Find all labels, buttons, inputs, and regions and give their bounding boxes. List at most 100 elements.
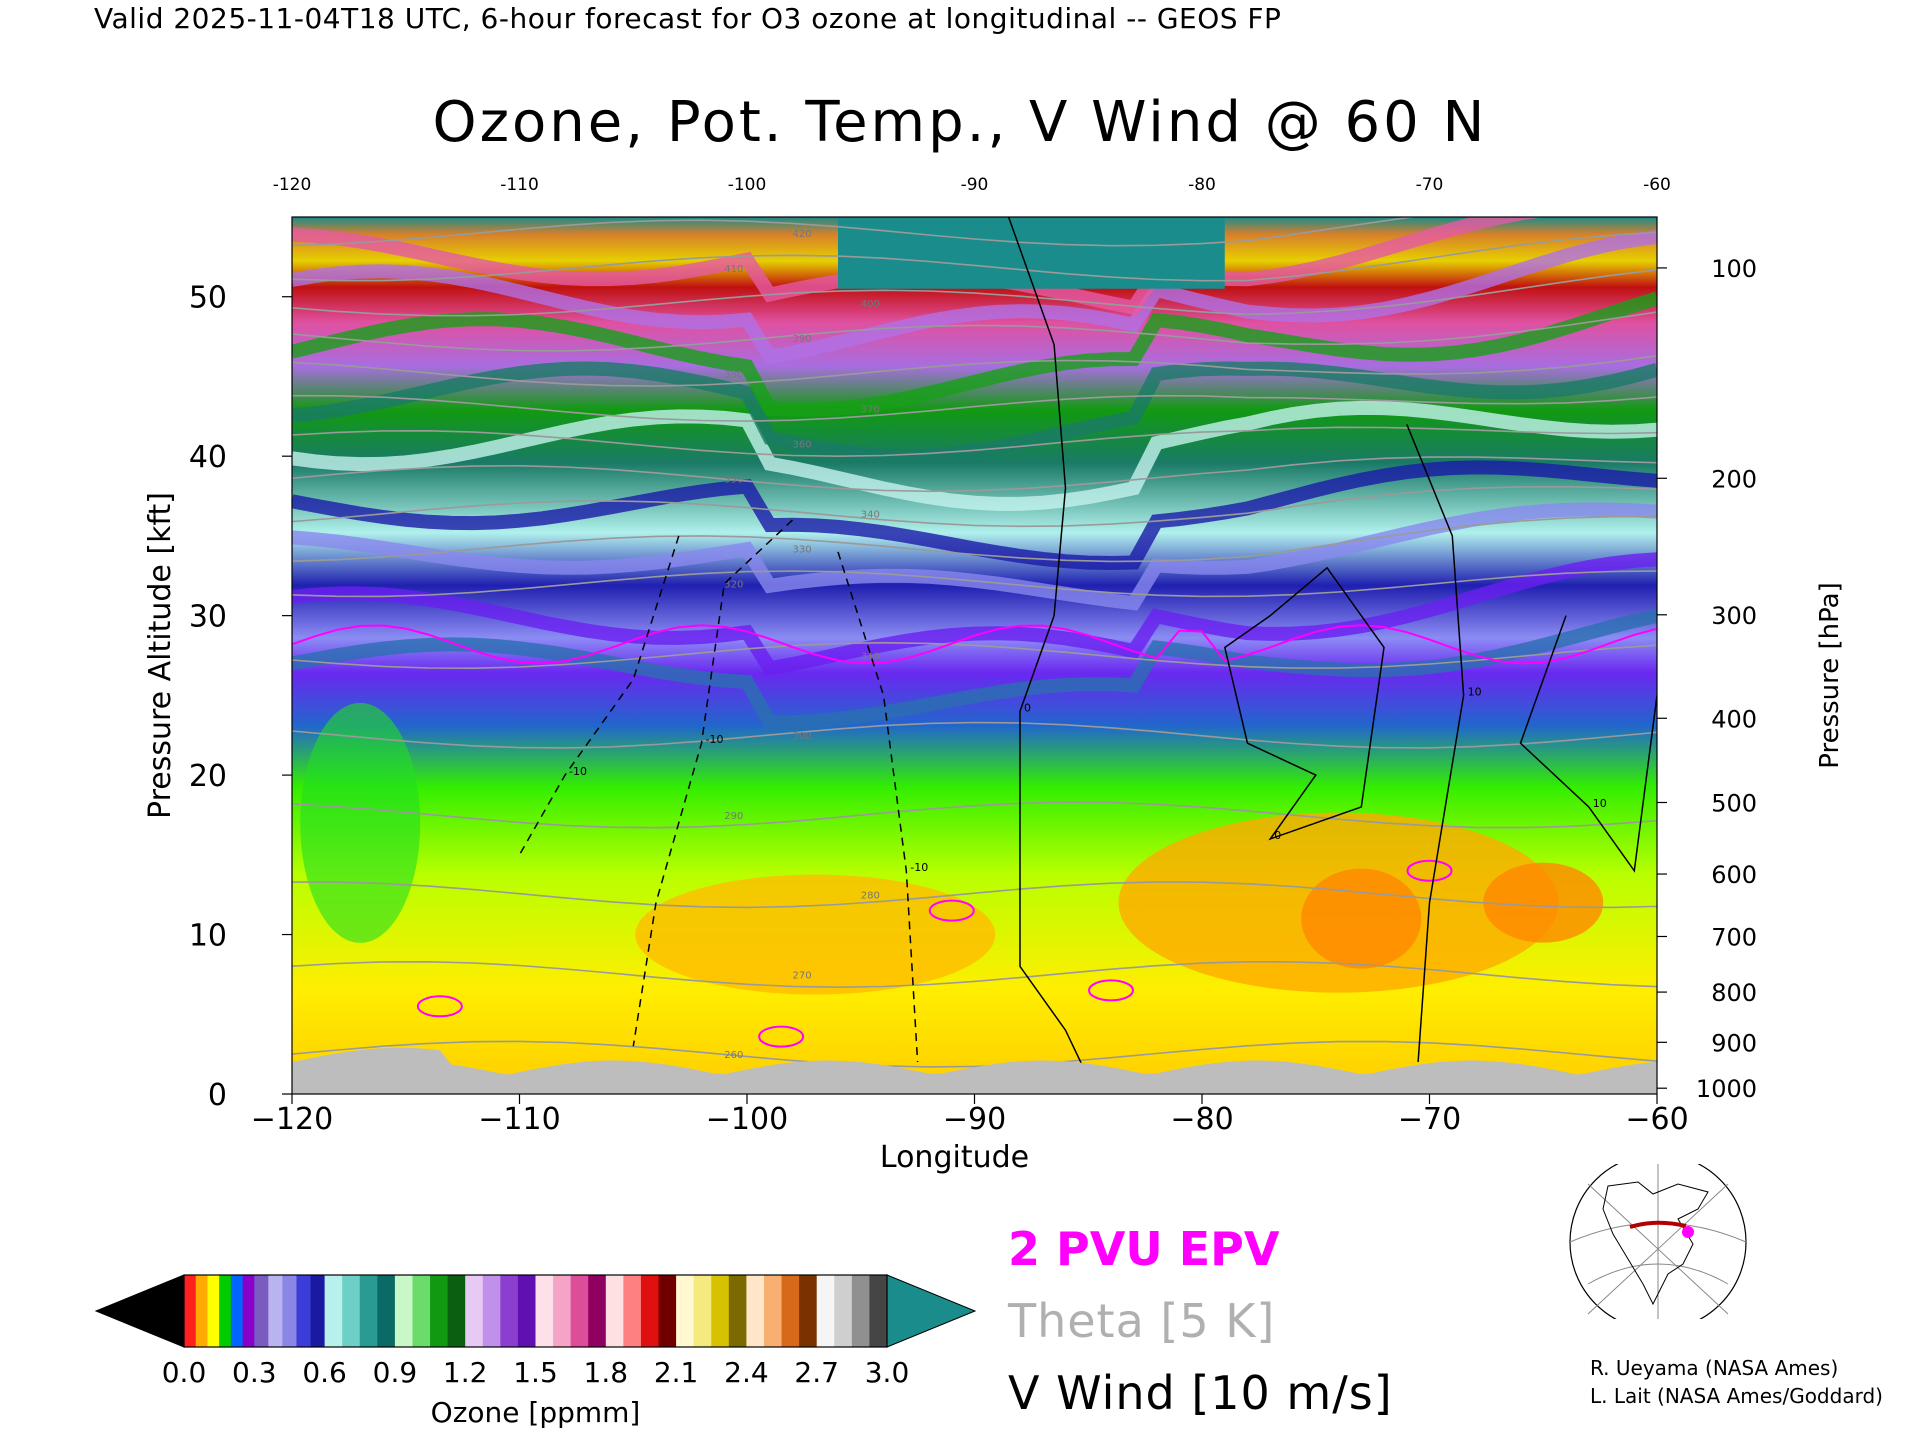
colorbar-swatch — [324, 1275, 343, 1347]
colorbar-swatch — [310, 1275, 326, 1347]
colorbar-swatch — [195, 1275, 208, 1347]
theta-label: 320 — [724, 580, 743, 591]
y2-axis-label: Pressure [hPa] — [1815, 582, 1845, 769]
theta-contour — [292, 217, 1419, 247]
theta-label: 260 — [724, 1050, 743, 1061]
legend-epv: 2 PVU EPV — [1008, 1222, 1280, 1276]
theta-label: 410 — [724, 264, 743, 275]
ozone-high-region — [635, 874, 996, 995]
theta-contour — [292, 1040, 1657, 1068]
vwind-label: -10 — [910, 861, 928, 874]
colorbar-swatch — [219, 1275, 232, 1347]
vwind-contour — [1007, 217, 1089, 1079]
pressure-tick-label: 200 — [1711, 465, 1757, 493]
colorbar-swatch — [693, 1275, 712, 1347]
colorbar-swatch — [746, 1275, 765, 1347]
ozone-contour-band — [292, 552, 1657, 677]
colorbar-swatch — [640, 1275, 660, 1347]
colorbar-tick-label: 0.6 — [302, 1356, 347, 1389]
vwind-contour — [837, 551, 919, 1063]
theta-contour — [292, 269, 1657, 317]
colorbar-swatch — [359, 1275, 378, 1347]
y-tick-label: 10 — [189, 919, 227, 954]
colorbar-swatch — [500, 1275, 519, 1347]
colorbar-swatch — [763, 1275, 783, 1347]
locator-map — [1569, 1164, 1747, 1319]
colorbar-swatch — [447, 1275, 466, 1347]
theta-contour — [292, 960, 1657, 989]
x-tick-label: −80 — [1170, 1102, 1233, 1137]
theta-contour — [292, 311, 1657, 352]
colorbar-swatch — [207, 1275, 220, 1347]
colorbar-swatch — [254, 1275, 269, 1347]
colorbar-swatch — [623, 1275, 642, 1347]
vwind-label: -10 — [706, 733, 724, 746]
y-axis-label: Pressure Altitude [kft] — [143, 492, 178, 819]
colorbar-swatch — [728, 1275, 747, 1347]
x-tick-label: −120 — [251, 1102, 333, 1137]
theta-label: 300 — [793, 731, 812, 742]
colorbar-swatch — [605, 1275, 624, 1347]
pressure-tick-label: 1000 — [1696, 1075, 1757, 1103]
colorbar-swatch — [588, 1275, 607, 1347]
ozone-contour-band — [292, 291, 1657, 417]
colorbar-tick-label: 2.1 — [654, 1356, 699, 1389]
colorbar-swatch — [282, 1275, 297, 1347]
x-top-tick-label: -110 — [500, 175, 539, 195]
colorbar-swatch — [430, 1275, 449, 1347]
colorbar-swatch — [517, 1275, 536, 1347]
epv-2pvu-contour — [292, 624, 1657, 665]
theta-label: 280 — [861, 891, 880, 902]
colorbar-swatch — [184, 1275, 197, 1347]
colorbar-swatch — [553, 1275, 572, 1347]
colorbar-swatch — [296, 1275, 312, 1347]
colorbar-tick-label: 0.3 — [232, 1356, 277, 1389]
theta-label: 350 — [724, 475, 743, 486]
x-top-tick-label: -90 — [961, 175, 989, 195]
theta-label: 380 — [724, 369, 743, 380]
colorbar-swatch — [230, 1275, 244, 1347]
x-top-tick-label: -80 — [1188, 175, 1216, 195]
theta-label: 340 — [861, 510, 880, 521]
ozone-max-region — [1483, 862, 1604, 943]
theta-label: 290 — [724, 811, 743, 822]
vwind-label: -10 — [569, 765, 587, 778]
credit-line-2: L. Lait (NASA Ames/Goddard) — [1590, 1384, 1883, 1408]
vwind-label: 10 — [1468, 685, 1482, 698]
vwind-contour — [1519, 615, 1657, 873]
colorbar-tick-label: 0.0 — [162, 1356, 207, 1389]
map-highlight-dot — [1682, 1226, 1694, 1238]
colorbar-swatch — [851, 1275, 870, 1347]
y-tick-label: 50 — [189, 281, 227, 316]
theta-contour — [292, 570, 1657, 598]
x-tick-label: −60 — [1625, 1102, 1688, 1137]
theta-contour — [292, 355, 1657, 387]
ozone-contour-band — [292, 400, 1657, 511]
vwind-contour — [1223, 566, 1385, 841]
theta-contour — [292, 641, 1657, 670]
pressure-tick-label: 900 — [1711, 1029, 1757, 1057]
y-tick-label: 0 — [208, 1078, 227, 1113]
pressure-tick-label: 400 — [1711, 705, 1757, 733]
colorbar-swatch — [816, 1275, 835, 1347]
colorbar-tick-label: 2.7 — [794, 1356, 839, 1389]
map-coastline — [1602, 1181, 1709, 1306]
colorbar-swatch — [781, 1275, 800, 1347]
colorbar-swatch — [342, 1275, 361, 1347]
colorbar-tick-label: 1.5 — [513, 1356, 558, 1389]
ozone-contour-band — [292, 460, 1657, 571]
colorbar-swatch — [535, 1275, 554, 1347]
ozone-contour-band — [292, 608, 1657, 730]
colorbar-label: Ozone [ppmm] — [431, 1396, 641, 1429]
epv-contour-blob — [416, 995, 463, 1018]
colorbar-swatch — [242, 1275, 255, 1347]
colorbar-tick-label: 3.0 — [865, 1356, 910, 1389]
legend-vwind: V Wind [10 m/s] — [1008, 1366, 1393, 1420]
colorbar-swatch — [711, 1275, 730, 1347]
colorbar-swatch — [482, 1275, 501, 1347]
theta-contour — [292, 721, 1657, 749]
colorbar-frame — [183, 1274, 888, 1348]
theta-contour — [292, 801, 1657, 829]
map-meridian-3 — [1587, 1183, 1729, 1315]
ozone-max-region — [1301, 868, 1422, 969]
